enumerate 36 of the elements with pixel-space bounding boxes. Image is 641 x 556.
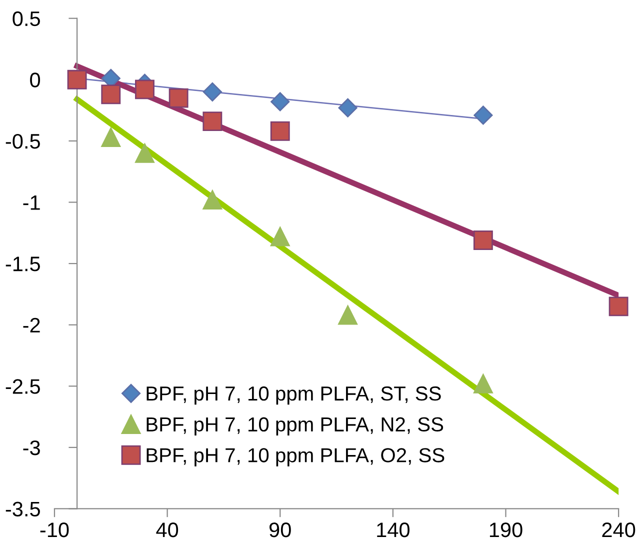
y-tick-label: -2.5 <box>6 379 40 394</box>
point <box>202 190 222 210</box>
legend-label: BPF, pH 7, 10 ppm PLFA, ST, SS <box>146 386 441 405</box>
point <box>474 106 493 125</box>
legend-label: BPF, pH 7, 10 ppm PLFA, O2, SS <box>146 448 444 466</box>
point <box>338 305 358 325</box>
y-tick-label: -1.5 <box>6 256 40 272</box>
point <box>168 88 188 108</box>
y-tick-label: -3.5 <box>6 502 40 516</box>
y-tick-label: 0 <box>30 72 40 88</box>
y-tick-label: -1 <box>23 195 40 210</box>
point <box>270 92 290 112</box>
point <box>473 374 493 394</box>
y-tick-label: -2 <box>23 318 40 332</box>
point <box>135 143 154 163</box>
point <box>67 70 87 90</box>
x-tick-label: 190 <box>490 522 522 538</box>
x-tick-label: 240 <box>602 522 636 538</box>
legend-label: BPF, pH 7, 10 ppm PLFA, N2, SS <box>146 417 444 436</box>
point <box>101 128 121 147</box>
y-tick-label: 0.5 <box>12 11 40 26</box>
x-tick-label: 40 <box>156 522 178 538</box>
x-tick-label: 90 <box>270 522 291 538</box>
point <box>338 98 358 118</box>
point <box>202 82 222 102</box>
point <box>135 80 154 100</box>
x-tick-label: -10 <box>40 522 69 538</box>
point <box>270 226 290 246</box>
point <box>202 112 222 132</box>
point <box>473 230 493 250</box>
point <box>101 84 121 104</box>
x-tick-label: 140 <box>377 522 410 538</box>
point <box>270 121 290 141</box>
y-tick-label: -0.5 <box>6 134 40 149</box>
y-tick-label: -3 <box>23 440 40 456</box>
point <box>608 296 628 316</box>
